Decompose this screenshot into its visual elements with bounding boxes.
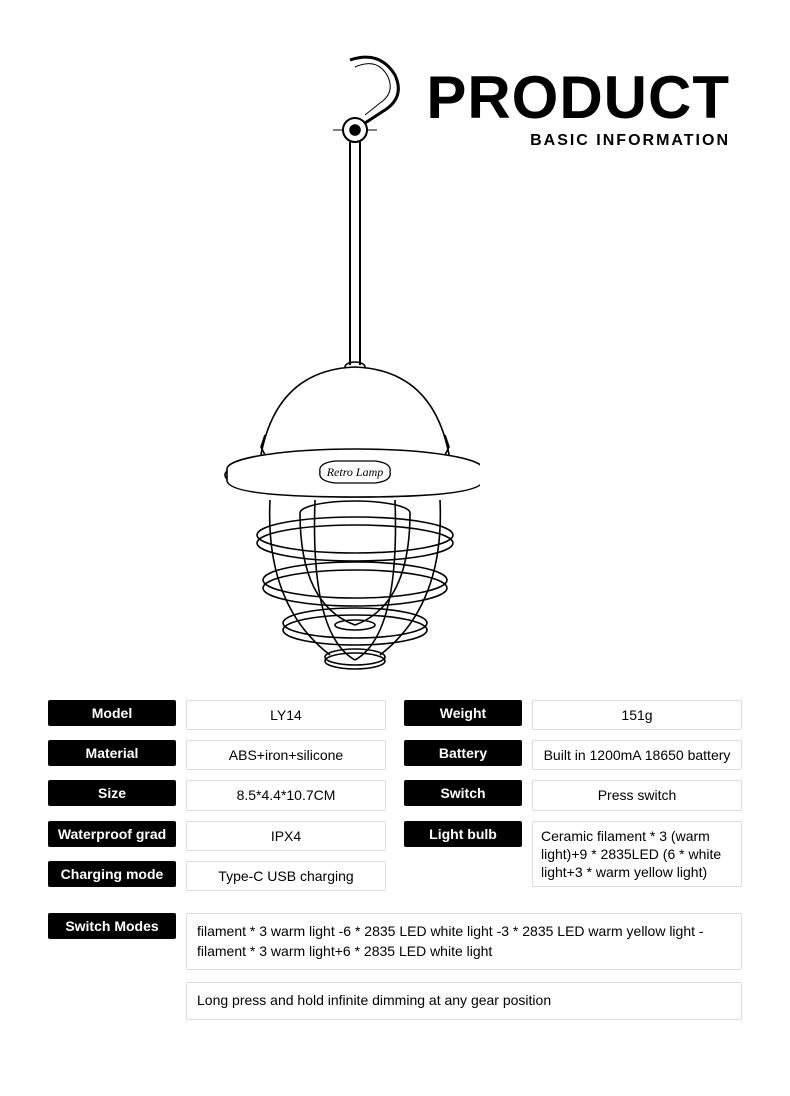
svg-text:Retro Lamp: Retro Lamp — [326, 465, 384, 479]
spec-value: IPX4 — [186, 821, 386, 851]
spec-row-charging: Charging mode Type-C USB charging — [48, 861, 386, 891]
spec-row-weight: Weight 151g — [404, 700, 742, 730]
spec-label: Light bulb — [404, 821, 522, 847]
specs-section: Model LY14 Material ABS+iron+silicone Si… — [48, 700, 742, 1020]
spec-row-lightbulb: Light bulb Ceramic filament * 3 (warm li… — [404, 821, 742, 888]
specs-left-column: Model LY14 Material ABS+iron+silicone Si… — [48, 700, 386, 891]
switch-modes-row: Switch Modes filament * 3 warm light -6 … — [48, 913, 742, 1020]
spec-value: 8.5*4.4*10.7CM — [186, 780, 386, 810]
spec-label: Model — [48, 700, 176, 726]
spec-value: ABS+iron+silicone — [186, 740, 386, 770]
spec-row-waterproof: Waterproof grad IPX4 — [48, 821, 386, 851]
spec-label: Size — [48, 780, 176, 806]
spec-value: Press switch — [532, 780, 742, 810]
spec-label: Battery — [404, 740, 522, 766]
spec-label: Switch — [404, 780, 522, 806]
spec-row-model: Model LY14 — [48, 700, 386, 730]
spec-label: Switch Modes — [48, 913, 176, 939]
spec-label: Waterproof grad — [48, 821, 176, 847]
spec-label: Weight — [404, 700, 522, 726]
switch-modes-text-2: Long press and hold infinite dimming at … — [186, 982, 742, 1020]
spec-row-switch: Switch Press switch — [404, 780, 742, 810]
spec-value: Ceramic filament * 3 (warm light)+9 * 28… — [532, 821, 742, 888]
spec-value: Built in 1200mA 18650 battery — [532, 740, 742, 770]
spec-value: Type-C USB charging — [186, 861, 386, 891]
spec-row-size: Size 8.5*4.4*10.7CM — [48, 780, 386, 810]
switch-modes-text-1: filament * 3 warm light -6 * 2835 LED wh… — [186, 913, 742, 970]
specs-right-column: Weight 151g Battery Built in 1200mA 1865… — [404, 700, 742, 891]
spec-row-material: Material ABS+iron+silicone — [48, 740, 386, 770]
lamp-illustration: Retro Lamp — [180, 45, 480, 685]
spec-value: LY14 — [186, 700, 386, 730]
spec-label: Charging mode — [48, 861, 176, 887]
spec-value: 151g — [532, 700, 742, 730]
spec-row-battery: Battery Built in 1200mA 18650 battery — [404, 740, 742, 770]
spec-label: Material — [48, 740, 176, 766]
